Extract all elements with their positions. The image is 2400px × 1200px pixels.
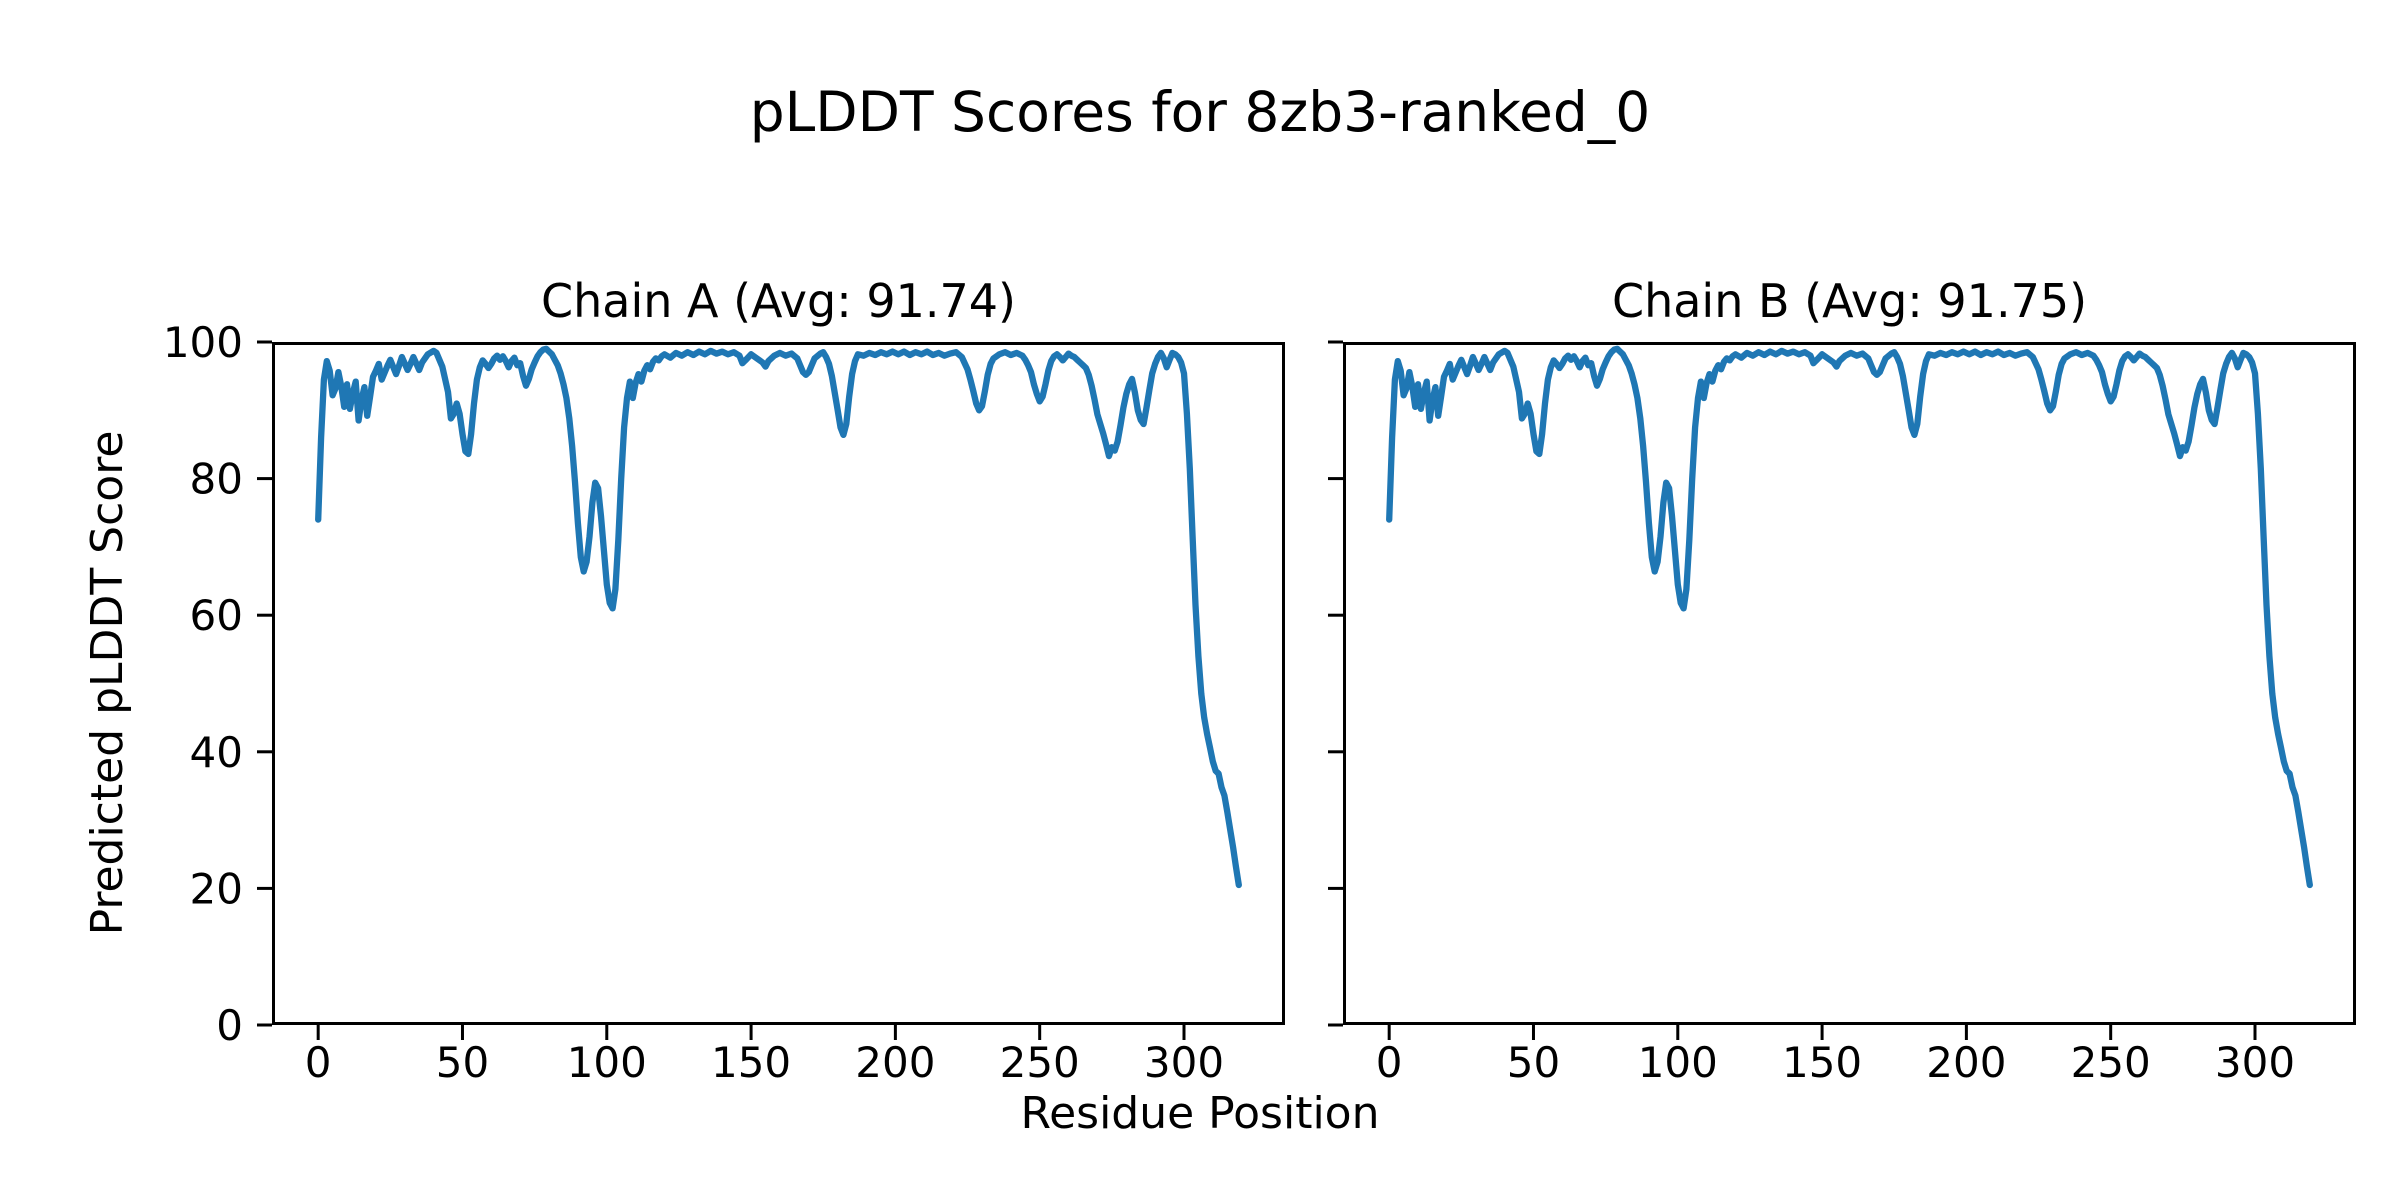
x-axis-label: Residue Position [1020,1088,1380,1139]
x-tick-label: 250 [2071,1038,2151,1087]
y-tick-label: 40 [190,728,243,777]
plddt-line [1386,345,2313,889]
chain-a-title: Chain A (Avg: 91.74) [540,274,1016,328]
axes-spines [1343,342,2356,1025]
figure-title: pLDDT Scores for 8zb3-ranked_0 [749,80,1651,144]
x-tick-label: 300 [1144,1038,1224,1087]
y-axis-label: Predicted pLDDT Score [82,430,133,936]
y-tick-label: 60 [190,591,243,640]
x-tick-label: 300 [2215,1038,2295,1087]
axes-spines [272,342,1285,1025]
x-tick-label: 100 [567,1038,647,1087]
chain-b-title: Chain B (Avg: 91.75) [1611,274,2088,328]
y-tick-label: 20 [190,864,243,913]
plddt-line [315,345,1242,889]
x-tick-label: 0 [1376,1038,1403,1087]
x-tick-label: 0 [305,1038,332,1087]
x-tick-label: 150 [1782,1038,1862,1087]
x-tick-label: 150 [711,1038,791,1087]
x-tick-label: 200 [855,1038,935,1087]
y-tick-label: 100 [163,318,243,367]
x-tick-label: 50 [1507,1038,1560,1087]
chain-b-subplot: Chain B (Avg: 91.75) 0 50 100 150 200 250 300 [1328,278,2356,1087]
x-tick-label: 100 [1638,1038,1718,1087]
chain-a-subplot: Chain A (Avg: 91.74) 0 50 100 150 200 250 300 0… [163,278,1285,1087]
chain-b-line-chart: 0 50 100 150 200 250 300 [1328,340,2356,1087]
x-tick-label: 50 [436,1038,489,1087]
y-tick-label: 0 [216,1001,243,1050]
x-tick-label: 200 [1926,1038,2006,1087]
y-tick-label: 80 [190,455,243,504]
chain-a-line-chart: 0 50 100 150 200 250 300 0 20 40 60 80 100 [163,318,1285,1087]
x-tick-label: 250 [1000,1038,1080,1087]
